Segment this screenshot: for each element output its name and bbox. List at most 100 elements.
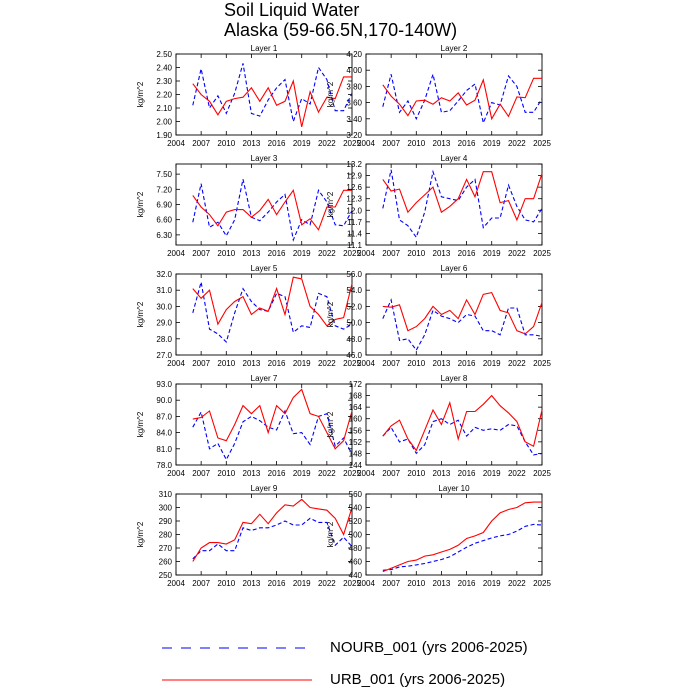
x-tick-label: 2007 xyxy=(382,249,400,258)
y-tick-label: 11.4 xyxy=(347,229,363,238)
plot-frame xyxy=(365,163,543,246)
y-tick-label: 12.9 xyxy=(346,172,362,181)
panel-title: Layer 4 xyxy=(441,154,468,163)
series-line-nourb_001 xyxy=(192,63,353,124)
x-tick-label: 2010 xyxy=(217,579,235,588)
panel-layer-5: Layer 5 27.0 28.0 29.0 30.0 31.0 32.0 2004 2007 2… xyxy=(136,264,361,368)
x-tick-label: 2010 xyxy=(407,579,425,588)
plot-frame xyxy=(365,53,543,136)
x-tick-label: 2013 xyxy=(243,249,261,258)
x-tick-label: 2016 xyxy=(458,249,476,258)
y-tick-label: 4.00 xyxy=(346,66,362,75)
panel-title: Layer 7 xyxy=(251,374,278,383)
series-line-urb_001 xyxy=(382,501,542,573)
series-line-urb_001 xyxy=(382,291,543,335)
series-line-urb_001 xyxy=(192,188,352,231)
x-tick-label: 2016 xyxy=(268,249,286,258)
x-tick-label: 2010 xyxy=(217,249,235,258)
panel-title: Layer 1 xyxy=(251,44,278,53)
y-tick-label: 7.20 xyxy=(156,185,172,194)
y-axis-label: kg/m^2 xyxy=(136,301,145,327)
x-tick-label: 2013 xyxy=(243,579,261,588)
y-tick-label: 29.0 xyxy=(156,319,172,328)
y-tick-label: 460 xyxy=(349,558,363,567)
series-line-nourb_001 xyxy=(382,169,543,239)
x-tick-label: 2004 xyxy=(357,469,375,478)
x-tick-label: 2025 xyxy=(533,579,551,588)
x-tick-label: 2019 xyxy=(293,579,311,588)
x-tick-label: 2016 xyxy=(268,359,286,368)
panel-title: Layer 9 xyxy=(251,484,278,493)
y-tick-label: 12.0 xyxy=(346,206,362,215)
series-line-urb_001 xyxy=(192,498,353,562)
x-tick-label: 2022 xyxy=(508,469,526,478)
x-tick-label: 2013 xyxy=(433,579,451,588)
y-tick-label: 6.30 xyxy=(156,231,172,240)
x-tick-label: 2007 xyxy=(192,579,210,588)
x-tick-label: 2022 xyxy=(318,139,336,148)
x-tick-label: 2022 xyxy=(318,359,336,368)
y-tick-label: 270 xyxy=(159,544,173,553)
legend-label-urb: URB_001 (yrs 2006-2025) xyxy=(330,671,506,688)
y-tick-label: 2.40 xyxy=(156,64,172,73)
x-tick-label: 2016 xyxy=(458,469,476,478)
x-tick-label: 2007 xyxy=(192,359,210,368)
y-tick-label: 4.20 xyxy=(346,50,362,59)
x-tick-label: 2019 xyxy=(483,579,501,588)
series-line-nourb_001 xyxy=(192,409,353,461)
x-tick-label: 2016 xyxy=(268,469,286,478)
x-tick-label: 2010 xyxy=(407,359,425,368)
y-tick-label: 290 xyxy=(159,517,173,526)
figure-title-line2: Alaska (59-66.5N,170-140W) xyxy=(224,20,458,40)
series-line-urb_001 xyxy=(192,388,353,450)
x-tick-label: 2022 xyxy=(318,579,336,588)
y-tick-label: 12.3 xyxy=(346,195,362,204)
panel-layer-4: Layer 4 11.1 11.4 11.7 12.0 12.3 12.6 12.9 13.2 2… xyxy=(326,154,551,258)
y-tick-label: 2.10 xyxy=(156,104,172,113)
y-tick-label: 87.0 xyxy=(156,412,172,421)
x-tick-label: 2007 xyxy=(382,579,400,588)
x-tick-label: 2004 xyxy=(167,579,185,588)
y-tick-label: 3.60 xyxy=(346,99,362,108)
x-tick-label: 2013 xyxy=(433,139,451,148)
y-tick-label: 3.20 xyxy=(346,131,362,140)
y-tick-label: 32.0 xyxy=(156,270,172,279)
x-tick-label: 2007 xyxy=(192,139,210,148)
x-tick-label: 2019 xyxy=(483,139,501,148)
x-tick-label: 2022 xyxy=(508,359,526,368)
x-tick-label: 2025 xyxy=(343,249,361,258)
y-tick-label: 56.0 xyxy=(346,270,362,279)
y-tick-label: 164 xyxy=(349,403,363,412)
y-axis-label: kg/m^2 xyxy=(136,81,145,107)
x-tick-label: 2025 xyxy=(343,139,361,148)
x-tick-label: 2019 xyxy=(293,249,311,258)
panel-title: Layer 10 xyxy=(438,484,470,493)
y-tick-label: 48.0 xyxy=(346,335,362,344)
y-tick-label: 11.7 xyxy=(347,218,363,227)
y-tick-label: 172 xyxy=(349,380,363,389)
y-tick-label: 310 xyxy=(159,490,173,499)
x-tick-label: 2007 xyxy=(192,469,210,478)
x-tick-label: 2013 xyxy=(433,249,451,258)
x-tick-label: 2010 xyxy=(407,139,425,148)
x-tick-label: 2007 xyxy=(382,139,400,148)
plot-frame xyxy=(175,273,353,356)
y-tick-label: 260 xyxy=(159,558,173,567)
panel-title: Layer 6 xyxy=(441,264,468,273)
x-tick-label: 2013 xyxy=(243,469,261,478)
x-tick-label: 2004 xyxy=(167,249,185,258)
x-tick-label: 2016 xyxy=(458,359,476,368)
y-tick-label: 3.80 xyxy=(346,82,362,91)
y-axis-label: kg/m^2 xyxy=(326,521,335,547)
x-tick-label: 2016 xyxy=(268,579,286,588)
y-tick-label: 300 xyxy=(159,504,173,513)
x-tick-label: 2025 xyxy=(343,359,361,368)
x-tick-label: 2019 xyxy=(293,359,311,368)
x-tick-label: 2004 xyxy=(357,249,375,258)
y-tick-label: 12.6 xyxy=(346,183,362,192)
panel-layer-8: Layer 8 144 148 152 156 160 164 168 172 2004 2007 2… xyxy=(326,374,551,478)
panel-title: Layer 5 xyxy=(251,264,278,273)
x-tick-label: 2010 xyxy=(217,469,235,478)
y-tick-label: 28.0 xyxy=(156,335,172,344)
